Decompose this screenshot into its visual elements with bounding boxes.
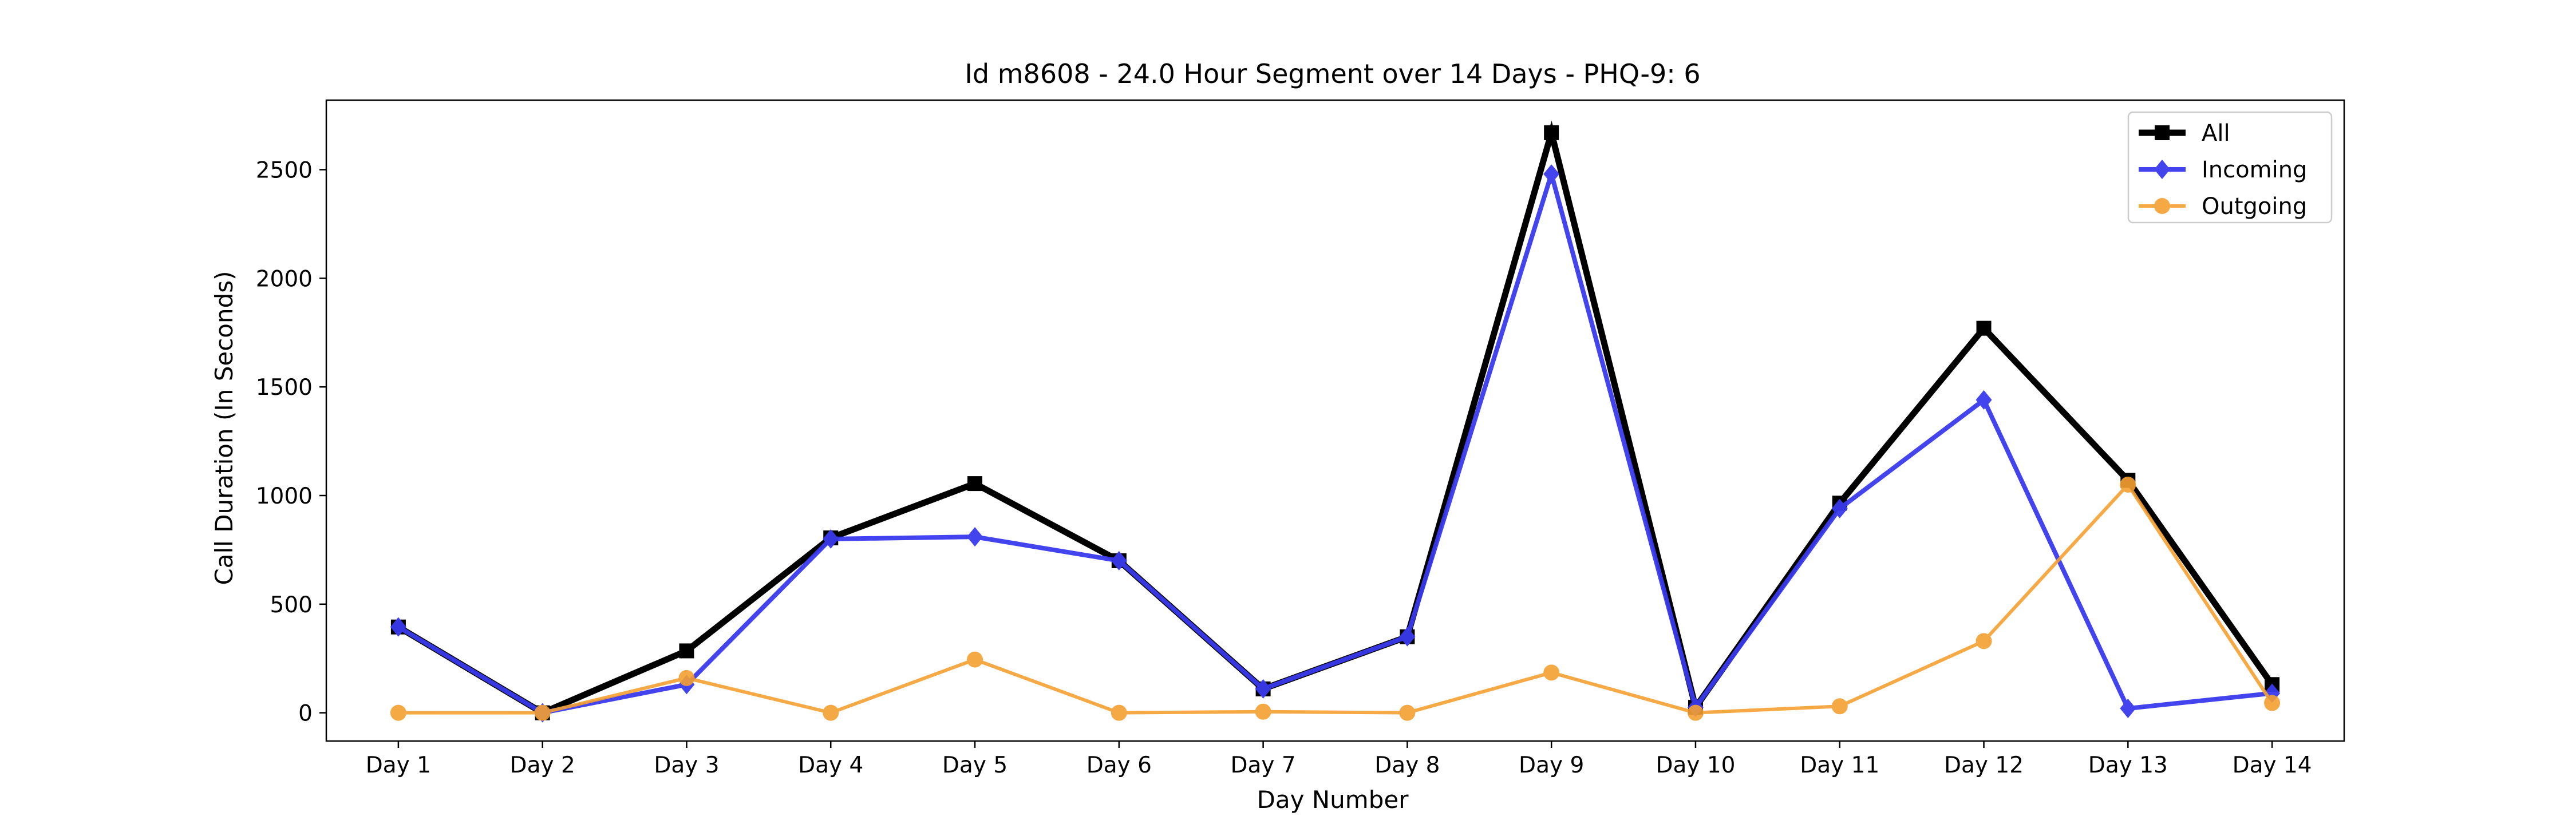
data-point-outgoing <box>1111 704 1127 721</box>
x-tick-label: Day 11 <box>1800 752 1879 778</box>
data-point-all <box>679 643 694 659</box>
x-tick-label: Day 10 <box>1656 752 1735 778</box>
y-axis-label: Call Duration (In Seconds) <box>210 271 238 585</box>
data-point-outgoing <box>390 704 406 721</box>
legend-label-outgoing: Outgoing <box>2202 193 2307 220</box>
x-tick-label: Day 5 <box>942 752 1008 778</box>
data-point-incoming <box>967 527 983 547</box>
legend-label-all: All <box>2202 120 2230 146</box>
data-point-incoming <box>1831 498 1848 518</box>
legend-entry-incoming <box>2139 160 2186 179</box>
data-point-incoming <box>390 617 406 637</box>
data-point-outgoing <box>823 704 839 721</box>
x-tick-label: Day 7 <box>1230 752 1295 778</box>
legend-marker-incoming <box>2154 160 2170 179</box>
data-point-outgoing <box>1543 664 1560 681</box>
data-point-all <box>1976 320 1992 336</box>
plot-area: Day 1 Day 2 Day 3 Day 4 Day 5 Day 6 Day 7 Day 8… <box>256 99 2345 778</box>
y-tick-label: 2500 <box>256 157 313 183</box>
x-axis-label: Day Number <box>1257 786 1409 814</box>
y-tick-label: 1000 <box>256 484 313 509</box>
data-point-all <box>1544 125 1559 140</box>
legend-marker-all <box>2155 125 2170 140</box>
data-point-incoming <box>1543 164 1560 184</box>
series-line-outgoing <box>398 482 2274 715</box>
legend-box <box>2127 111 2333 224</box>
y-tick-label: 1500 <box>256 375 313 401</box>
y-tick-label: 500 <box>270 592 313 618</box>
data-point-incoming <box>1976 390 1992 410</box>
x-tick-label: Day 8 <box>1374 752 1440 778</box>
data-point-outgoing <box>1831 698 1848 715</box>
data-point-outgoing <box>967 651 983 668</box>
data-point-all <box>967 476 983 492</box>
data-point-outgoing <box>678 670 695 686</box>
x-tick-label: Day 13 <box>2088 752 2168 778</box>
legend: All Incoming Outgoing <box>2127 111 2333 224</box>
data-point-incoming <box>1255 679 1271 699</box>
data-point-incoming <box>1399 627 1416 647</box>
data-point-outgoing <box>1687 704 1704 721</box>
legend-entry-all <box>2139 125 2186 140</box>
data-point-outgoing <box>534 704 551 721</box>
x-tick-label: Day 4 <box>798 752 863 778</box>
x-tick-label: Day 2 <box>510 752 575 778</box>
x-tick-label: Day 1 <box>366 752 431 778</box>
data-point-incoming <box>823 529 839 549</box>
y-tick-label: 0 <box>298 701 313 727</box>
data-point-incoming <box>1111 550 1127 571</box>
data-point-outgoing <box>1976 633 1992 649</box>
legend-label-incoming: Incoming <box>2202 157 2307 183</box>
data-point-outgoing <box>2120 477 2136 493</box>
series-line-incoming <box>397 165 2273 715</box>
x-tick-label: Day 14 <box>2233 752 2312 778</box>
data-point-outgoing <box>2264 695 2281 711</box>
x-tick-label: Day 9 <box>1519 752 1584 778</box>
x-tick-label: Day 12 <box>1944 752 2024 778</box>
data-point-outgoing <box>1255 703 1271 720</box>
y-tick-label: 2000 <box>256 266 313 292</box>
data-point-incoming <box>2120 699 2136 719</box>
x-tick-label: Day 3 <box>654 752 719 778</box>
series-outgoing <box>390 477 2281 721</box>
data-point-outgoing <box>1399 704 1416 721</box>
chart-title: Id m8608 - 24.0 Hour Segment over 14 Day… <box>965 58 1700 89</box>
x-tick-label: Day 6 <box>1086 752 1152 778</box>
plot-frame <box>325 99 2345 742</box>
legend-marker-outgoing <box>2154 198 2170 214</box>
legend-entry-outgoing <box>2139 198 2186 214</box>
